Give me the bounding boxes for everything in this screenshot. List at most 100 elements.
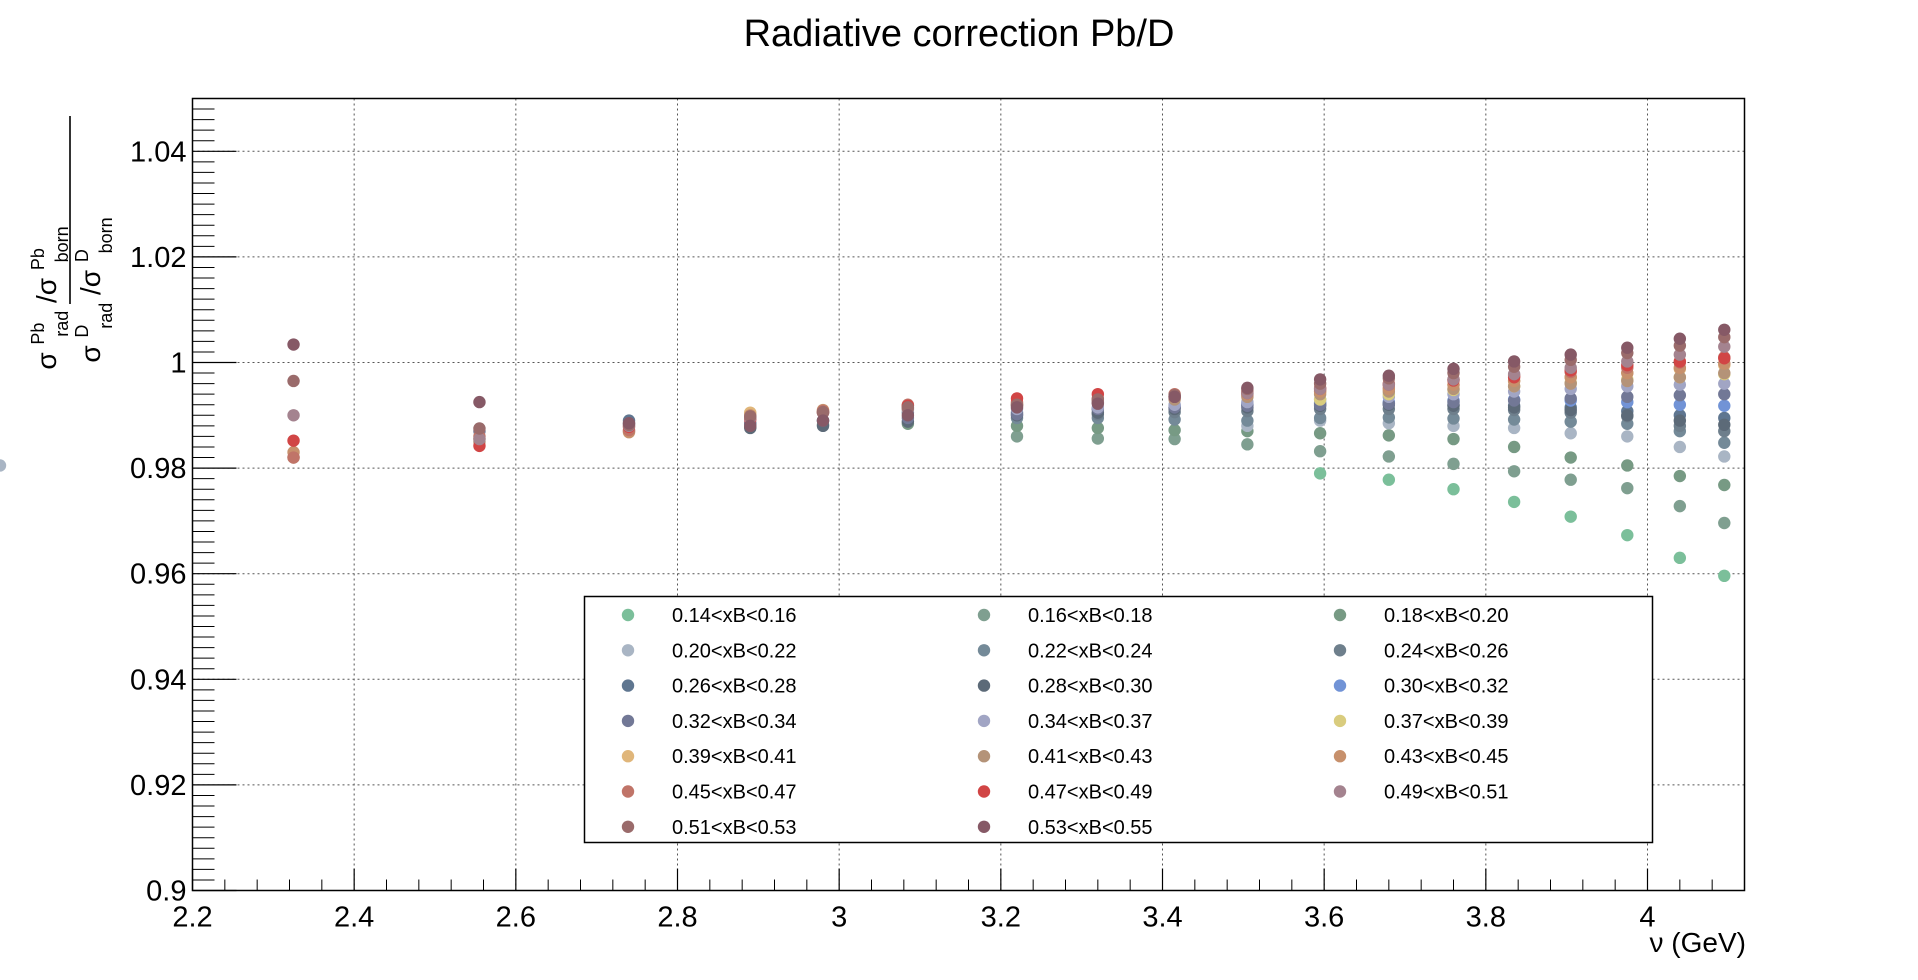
legend-label: 0.18<xB<0.20 — [1384, 605, 1509, 627]
y-tick-label: 0.94 — [130, 664, 186, 696]
data-point — [1091, 421, 1105, 435]
legend-marker — [621, 714, 635, 728]
data-point — [1564, 427, 1577, 440]
x-tick-label: 3.8 — [1466, 902, 1506, 934]
data-point — [1382, 450, 1396, 463]
y-title-num-slash: /σ — [31, 278, 62, 303]
data-point — [1673, 499, 1687, 513]
data-point — [1313, 373, 1327, 386]
y-tick-label: 0.9 — [146, 876, 186, 908]
chart-title: Radiative correction Pb/D — [744, 13, 1175, 55]
x-tick-label: 2.4 — [334, 902, 374, 934]
y-tick-label: 1.02 — [130, 242, 186, 274]
y-title-den-sup1: D — [72, 325, 92, 338]
data-point — [0, 459, 7, 472]
y-title-num-sup2: Pb — [28, 248, 48, 270]
data-point — [1447, 412, 1460, 425]
y-tick-labels: 0.9 0.92 0.94 0.96 0.98 1 1.02 1.04 — [130, 136, 186, 907]
data-point — [473, 422, 486, 435]
legend-marker — [977, 820, 991, 833]
y-title-den-sub1: rad — [96, 303, 116, 329]
data-point — [1621, 459, 1634, 472]
y-axis-title-numerator: σ Pb rad /σ Pb born — [28, 226, 72, 369]
legend-marker — [1333, 785, 1347, 798]
data-point — [1718, 387, 1731, 401]
data-point — [473, 395, 486, 409]
data-point — [622, 417, 636, 430]
data-point — [1241, 381, 1254, 395]
data-point — [1010, 430, 1024, 443]
legend-marker — [977, 644, 991, 657]
legend-marker — [1333, 714, 1347, 728]
data-point — [1168, 432, 1181, 446]
legend-label: 0.24<xB<0.26 — [1384, 640, 1509, 662]
data-point — [1382, 473, 1396, 486]
y-tick-label: 1.04 — [130, 136, 186, 168]
data-point — [744, 419, 757, 433]
data-point — [1673, 389, 1687, 402]
data-point — [1621, 528, 1634, 542]
data-point — [1718, 436, 1731, 449]
data-point — [1507, 394, 1521, 407]
legend-entries: 0.14<xB<0.16 0.16<xB<0.18 0.18<xB<0.20 0.20… — [621, 605, 1509, 839]
data-point — [1718, 450, 1731, 463]
legend-marker — [977, 714, 991, 728]
legend-marker — [621, 608, 635, 622]
y-title-num-sub2: born — [52, 226, 72, 262]
legend-marker — [1333, 644, 1347, 657]
data-point — [1673, 469, 1687, 483]
data-point — [1673, 398, 1687, 411]
data-point — [1382, 429, 1396, 442]
data-point — [816, 414, 830, 427]
data-point — [1564, 510, 1577, 523]
data-point — [1718, 516, 1731, 530]
data-point — [1621, 390, 1634, 404]
data-point — [287, 434, 300, 447]
y-title-den-main: σ — [75, 345, 106, 362]
legend-marker — [621, 750, 635, 763]
legend-label: 0.49<xB<0.51 — [1384, 782, 1509, 804]
legend-label: 0.22<xB<0.24 — [1028, 640, 1153, 662]
data-point — [1564, 348, 1577, 361]
data-point — [1564, 403, 1577, 417]
x-tick-label: 2.2 — [172, 902, 212, 934]
y-title-num-main: σ — [31, 352, 62, 369]
data-point — [1718, 352, 1731, 365]
data-point — [1241, 438, 1254, 451]
legend-label: 0.26<xB<0.28 — [672, 676, 797, 698]
data-point — [1313, 467, 1327, 480]
x-tick-label: 2.6 — [496, 902, 536, 934]
data-point — [1718, 418, 1731, 432]
data-point — [287, 338, 300, 351]
data-point — [1564, 392, 1577, 405]
data-point — [1564, 473, 1577, 486]
legend-marker — [1333, 608, 1347, 622]
svg-text:σ D rad: σ D rad /σ D born — [63, 217, 118, 362]
data-point — [1564, 415, 1577, 428]
y-tick-label: 0.96 — [130, 559, 186, 591]
y-tick-label: 1 — [170, 348, 186, 380]
y-title-den-sub2: born — [96, 217, 116, 253]
data-points — [0, 323, 1731, 583]
legend-label: 0.43<xB<0.45 — [1384, 746, 1509, 768]
data-point — [1621, 430, 1634, 443]
data-point — [1507, 495, 1521, 509]
data-point — [1507, 413, 1521, 426]
data-point — [1447, 362, 1460, 376]
data-point — [1673, 414, 1687, 427]
legend-marker — [621, 785, 635, 798]
data-point — [1718, 478, 1731, 492]
data-point — [1447, 457, 1460, 471]
y-title-num-sup1: Pb — [28, 323, 48, 345]
plot-frame — [191, 97, 1746, 892]
data-point — [1447, 432, 1460, 446]
legend-label: 0.16<xB<0.18 — [1028, 605, 1153, 627]
legend-marker — [1333, 679, 1347, 692]
data-point — [1621, 409, 1634, 422]
legend-marker — [621, 644, 635, 657]
legend-label: 0.37<xB<0.39 — [1384, 711, 1509, 733]
legend: 0.14<xB<0.16 0.16<xB<0.18 0.18<xB<0.20 0.20… — [583, 595, 1654, 844]
data-point — [1241, 414, 1254, 427]
legend-label: 0.53<xB<0.55 — [1028, 817, 1153, 839]
